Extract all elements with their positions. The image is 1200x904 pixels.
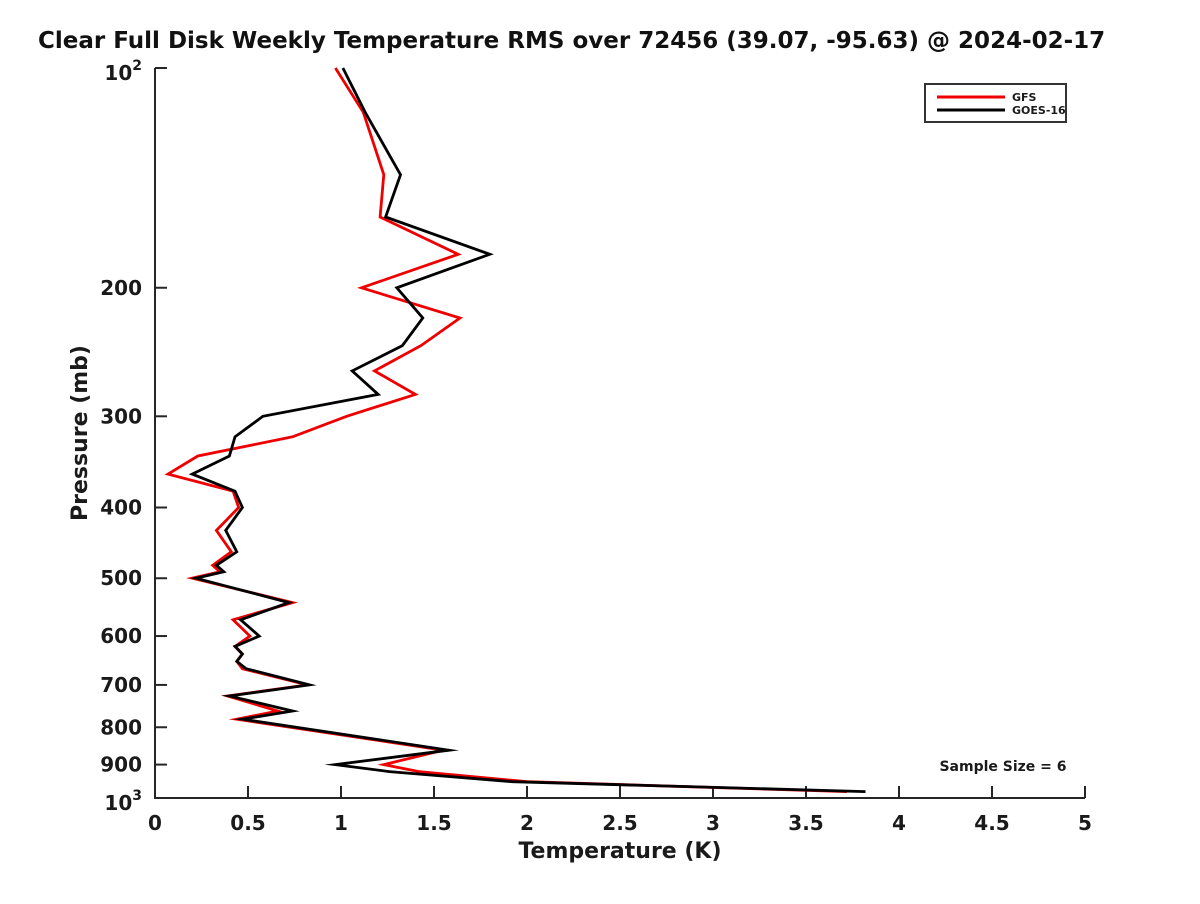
legend-label: GOES-16 xyxy=(1012,104,1066,117)
y-axis-label: Pressure (mb) xyxy=(68,345,93,521)
x-axis-label: Temperature (K) xyxy=(518,839,721,864)
sample-size-annotation: Sample Size = 6 xyxy=(939,759,1066,775)
x-tick-label: 4 xyxy=(892,811,906,835)
x-tick-label: 3 xyxy=(706,811,720,835)
y-tick-label: 600 xyxy=(100,624,142,648)
legend-box xyxy=(924,83,1067,123)
x-tick-label: 1.5 xyxy=(416,811,451,835)
y-tick-label: 103 xyxy=(104,788,142,815)
x-tick-label: 3.5 xyxy=(788,811,823,835)
y-tick-label: 700 xyxy=(100,673,142,697)
x-tick-label: 0 xyxy=(148,811,162,835)
x-tick-label: 5 xyxy=(1078,811,1092,835)
series-line-gfs xyxy=(164,67,847,793)
axis-spines xyxy=(154,68,1085,799)
y-tick-label: 300 xyxy=(100,404,142,428)
y-tick-label: 400 xyxy=(100,496,142,520)
chart-title: Clear Full Disk Weekly Temperature RMS o… xyxy=(38,28,1106,54)
y-tick-label: 900 xyxy=(100,753,142,777)
x-tick-label: 2 xyxy=(520,811,534,835)
y-tick-label: 800 xyxy=(100,715,142,739)
y-tick-label: 200 xyxy=(100,276,142,300)
legend-label: GFS xyxy=(1012,91,1037,104)
series-line-goes-16 xyxy=(188,67,866,793)
y-tick-label: 500 xyxy=(100,566,142,590)
x-tick-label: 0.5 xyxy=(230,811,265,835)
x-tick-label: 1 xyxy=(334,811,348,835)
y-tick-label: 102 xyxy=(104,58,142,85)
x-tick-label: 2.5 xyxy=(602,811,637,835)
x-tick-label: 4.5 xyxy=(974,811,1009,835)
